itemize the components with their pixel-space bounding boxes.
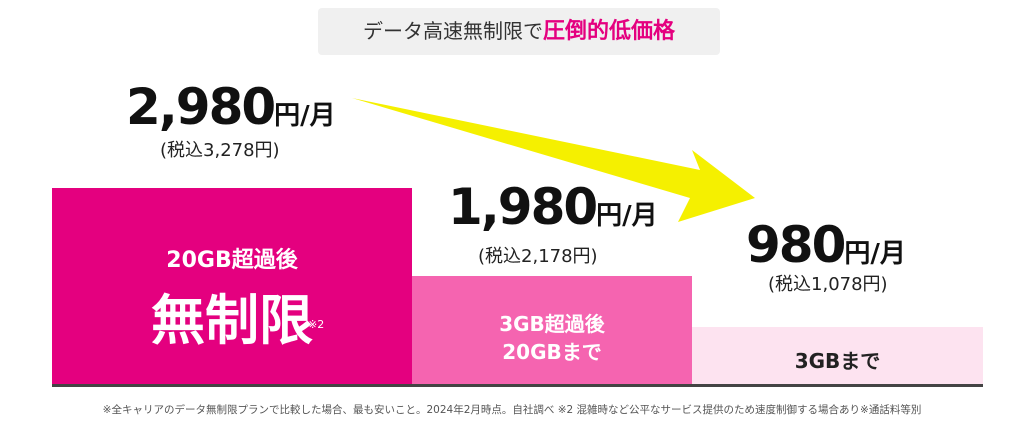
header-box: データ高速無制限で圧倒的低価格 [318,8,720,55]
arrow-shape [352,98,755,222]
price: 980円/月 [746,216,906,274]
price-number: 2,980 [126,78,276,136]
block-main: 20GBまで [502,340,602,364]
block-main: 無制限 [151,289,313,352]
tax-note: (税込3,278円) [160,140,280,161]
tier-block: 3GB超過後 20GBまで [412,276,692,385]
footnote-mark: ※2 [308,318,325,331]
price: 1,980円/月 [448,178,658,236]
header-highlight: 圧倒的低価格 [542,19,675,44]
tax-note: (税込1,078円) [768,274,888,295]
block-label: 3GB超過後 [499,312,605,336]
price-number: 980 [746,216,846,274]
header-text: データ高速無制限で [362,19,543,43]
tier-block: 3GBまで [692,327,983,385]
tax-note: (税込2,178円) [478,246,598,267]
block-label: 3GBまで [794,349,881,373]
footnote: ※全キャリアのデータ無制限プランで比較した場合、最も安いこと。2024年2月時点… [102,404,922,416]
price-number: 1,980 [448,178,598,236]
block-label: 20GB超過後 [166,248,298,273]
price-unit: 円/月 [274,101,336,131]
tier-block: 20GB超過後 無制限 ※2 [52,188,412,385]
price-unit: 円/月 [844,239,906,269]
price-unit: 円/月 [596,201,658,231]
price: 2,980円/月 [126,78,336,136]
baseline [52,384,983,387]
